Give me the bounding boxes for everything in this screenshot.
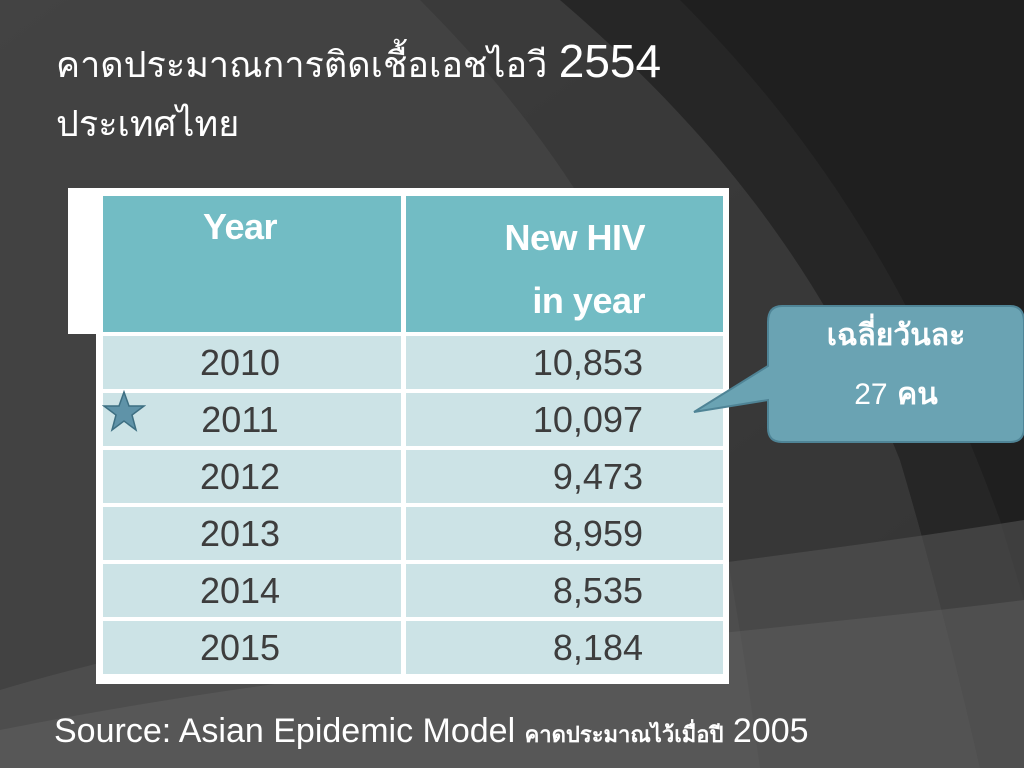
source-note: Source: Asian Epidemic Model คาดประมาณไว… — [54, 712, 809, 752]
callout-text: เฉลี่ยวันละ 27 คน — [768, 300, 1024, 443]
slide-title: คาดประมาณการติดเชื้อเอชไอวี 2554 ประเทศไ… — [56, 26, 661, 153]
star-icon — [102, 390, 146, 432]
table-row: 2012 9,473 — [103, 450, 723, 503]
table-row: 2015 8,184 — [103, 621, 723, 674]
source-year: 2005 — [732, 712, 809, 750]
table-header-row: Year New HIV in year — [103, 196, 723, 332]
callout-line2: 27 คน — [768, 371, 1024, 418]
callout-number: 27 — [854, 378, 888, 411]
cell-value: 8,959 — [406, 507, 723, 560]
header-new-hiv-line1: New HIV — [504, 217, 645, 258]
callout-line1: เฉลี่ยวันละ — [826, 318, 966, 353]
cell-value: 8,184 — [406, 621, 723, 674]
title-text: คาดประมาณการติดเชื้อเอชไอวี — [56, 45, 548, 86]
table-row: 2010 10,853 — [103, 336, 723, 389]
header-new-hiv-line2: in year — [532, 280, 645, 321]
cell-year: 2013 — [103, 507, 401, 560]
title-year: 2554 — [558, 35, 662, 87]
cell-value: 9,473 — [406, 450, 723, 503]
cell-value: 8,535 — [406, 564, 723, 617]
table-row: 2011 10,097 — [103, 393, 723, 446]
title-line-2: ประเทศไทย — [56, 104, 240, 146]
header-year: Year — [103, 196, 401, 332]
source-thai-note: คาดประมาณไว้เมื่อปี — [524, 723, 724, 748]
source-text: Source: Asian Epidemic Model — [54, 712, 516, 750]
title-line-1: คาดประมาณการติดเชื้อเอชไอวี 2554 — [56, 26, 661, 97]
cell-year: 2014 — [103, 564, 401, 617]
cell-year: 2010 — [103, 336, 401, 389]
cell-year: 2012 — [103, 450, 401, 503]
hiv-table-container: Year New HIV in year 2010 10,853 2011 10… — [96, 188, 729, 684]
cell-value: 10,097 — [406, 393, 723, 446]
table-row: 2013 8,959 — [103, 507, 723, 560]
callout-unit: คน — [897, 377, 938, 412]
callout-bubble — [693, 305, 1024, 443]
hiv-table: Year New HIV in year 2010 10,853 2011 10… — [98, 192, 728, 678]
table-row: 2014 8,535 — [103, 564, 723, 617]
cell-year: 2011 — [103, 393, 401, 446]
header-new-hiv: New HIV in year — [406, 196, 723, 332]
cell-value: 10,853 — [406, 336, 723, 389]
cell-year: 2015 — [103, 621, 401, 674]
